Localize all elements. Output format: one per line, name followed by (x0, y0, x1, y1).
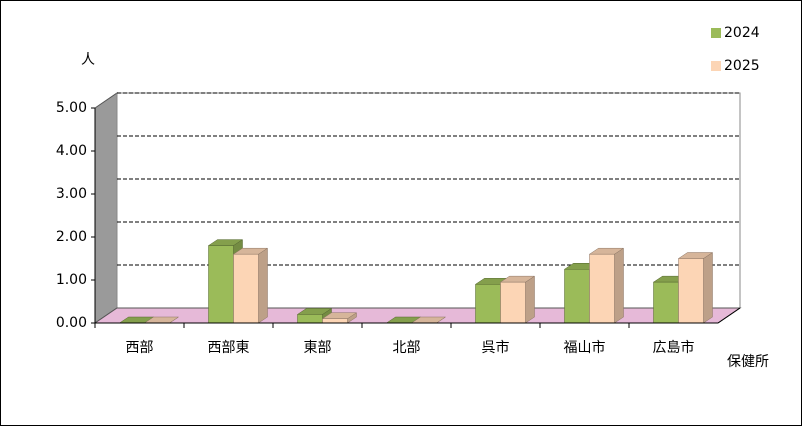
y-tick-label: 2.00 (56, 229, 87, 245)
legend-swatch (711, 61, 721, 71)
x-axis-depth (717, 307, 741, 324)
x-tick-label: 東部 (304, 340, 332, 356)
legend-swatch (711, 28, 721, 38)
bar (653, 281, 679, 324)
bar (475, 284, 501, 324)
legend-label: 2024 (724, 25, 760, 41)
x-tick-label: 北部 (393, 340, 421, 356)
x-tick-label: 呉市 (482, 339, 510, 356)
x-tick-label: 西部 (126, 340, 154, 356)
bar-side (614, 247, 624, 324)
legend-label: 2025 (724, 58, 760, 74)
left-wall (94, 92, 118, 324)
bar (297, 314, 323, 324)
bar (678, 258, 704, 324)
bar-side (258, 247, 268, 324)
bar (233, 253, 259, 324)
x-axis-label: 保健所 (727, 354, 769, 370)
y-tick-label: 5.00 (56, 100, 87, 116)
y-tick-label: 3.00 (56, 186, 87, 202)
bar (564, 269, 590, 324)
bar (589, 253, 615, 324)
y-tick-label: 0.00 (56, 315, 87, 331)
x-tick-label: 広島市 (653, 339, 695, 356)
bar (500, 281, 526, 324)
x-tick-label: 福山市 (564, 339, 606, 356)
bar-side (703, 252, 713, 324)
y-axis-label: 人 (81, 52, 95, 68)
x-tick-label: 西部東 (208, 340, 250, 356)
bar-side (525, 275, 535, 324)
bar (322, 318, 348, 324)
y-tick-label: 4.00 (56, 143, 87, 159)
bar (208, 245, 234, 324)
y-tick-label: 1.00 (56, 272, 87, 288)
